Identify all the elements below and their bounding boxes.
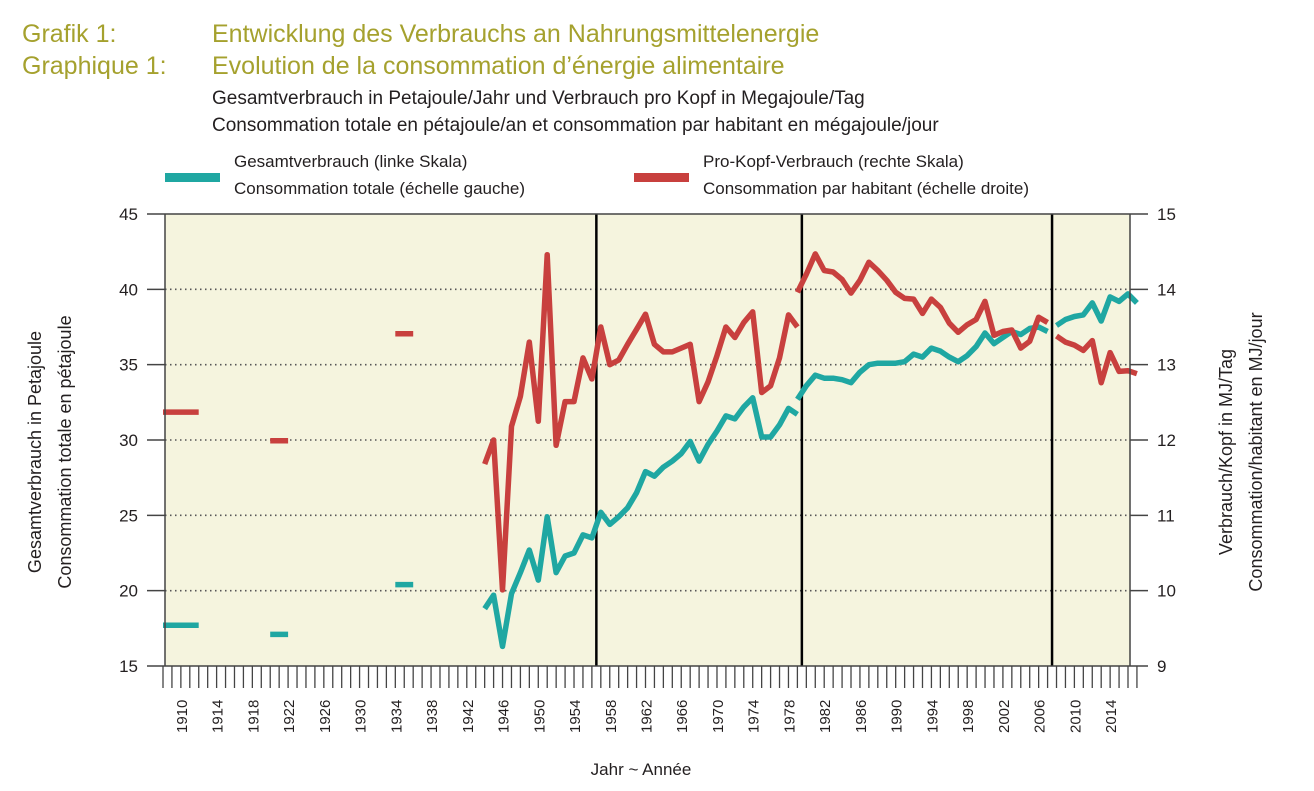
series-percap-line xyxy=(794,251,1049,351)
x-tick-label: 1966 xyxy=(674,700,691,733)
tick-labels: 15 20 25 30 35 40 45 9 10 11 12 13 14 15 1910 1914 1918 1… xyxy=(119,205,1176,733)
x-tick-label: 2010 xyxy=(1067,700,1084,733)
x-tick-label: 1986 xyxy=(853,700,870,733)
x-tick-label: 1954 xyxy=(567,700,584,733)
y-right-tick-label: 11 xyxy=(1157,506,1175,525)
y-left-tick-label: 40 xyxy=(119,280,138,299)
legend-swatch-percap xyxy=(634,173,689,182)
y-right-tick-label: 13 xyxy=(1157,356,1176,375)
legend-total-de: Gesamtverbrauch (linke Skala) xyxy=(234,152,468,171)
x-tick-label: 1998 xyxy=(960,700,977,733)
x-tick-label: 1962 xyxy=(639,700,656,733)
x-tick-label: 1942 xyxy=(460,700,477,733)
x-tick-label: 2014 xyxy=(1103,700,1120,733)
legend-total-fr: Consommation totale (échelle gauche) xyxy=(234,179,526,198)
y-axis-right-title-fr: Consommation/habitant en MJ/jour xyxy=(1246,312,1266,591)
chart-subtitle-fr: Consommation totale en pétajoule/an et c… xyxy=(212,115,939,136)
x-tick-label: 1982 xyxy=(817,700,834,733)
series-total-line xyxy=(1054,291,1139,328)
x-tick-label: 1994 xyxy=(924,700,941,733)
legend-swatch-total xyxy=(165,173,220,182)
x-tick-label: 1914 xyxy=(210,700,227,733)
y-right-tick-label: 14 xyxy=(1157,280,1176,299)
x-tick-label: 1958 xyxy=(603,700,620,733)
x-tick-label: 1934 xyxy=(388,700,405,733)
x-tick-label: 1922 xyxy=(281,700,298,733)
series-total-line xyxy=(795,324,1049,401)
x-tick-label: 1918 xyxy=(245,700,262,733)
x-tick-label: 1970 xyxy=(710,700,727,733)
legend-percap-de: Pro-Kopf-Verbrauch (rechte Skala) xyxy=(703,152,964,171)
chart-title-fr: Evolution de la consommation d’énergie a… xyxy=(212,52,785,80)
y-axis-right-title-de: Verbrauch/Kopf in MJ/Tag xyxy=(1216,349,1236,555)
y-left-tick-label: 30 xyxy=(119,431,138,450)
y-left-tick-label: 45 xyxy=(119,205,138,224)
x-tick-label: 1938 xyxy=(424,700,441,733)
y-right-tick-label: 12 xyxy=(1157,431,1176,450)
x-tick-label: 1978 xyxy=(781,700,798,733)
series-layer xyxy=(163,251,1139,650)
chart-label-de: Grafik 1: xyxy=(22,20,117,48)
x-tick-label: 1930 xyxy=(353,700,370,733)
y-right-tick-label: 10 xyxy=(1157,582,1176,601)
x-tick-label: 2006 xyxy=(1032,700,1049,733)
y-axis-left-title-de: Gesamtverbrauch in Petajoule xyxy=(25,331,45,573)
y-left-tick-label: 25 xyxy=(119,506,138,525)
x-tick-label: 1926 xyxy=(317,700,334,733)
chart-label-fr: Graphique 1: xyxy=(22,52,167,80)
x-tick-label: 1974 xyxy=(746,700,763,733)
y-right-tick-label: 15 xyxy=(1157,205,1176,224)
x-tick-label: 1950 xyxy=(531,700,548,733)
x-tick-label: 1990 xyxy=(889,700,906,733)
x-axis-title: Jahr ~ Année xyxy=(591,760,692,779)
y-left-tick-label: 35 xyxy=(119,356,138,375)
legend-percap-fr: Consommation par habitant (échelle droit… xyxy=(703,179,1030,198)
series-percap-line xyxy=(1054,333,1138,386)
grid xyxy=(165,288,1130,592)
y-left-tick-label: 20 xyxy=(119,582,138,601)
y-axis-left-title-fr: Consommation totale en pétajoule xyxy=(55,315,75,588)
chart-title-de: Entwicklung des Verbrauchs an Nahrungsmi… xyxy=(212,20,820,48)
x-tick-label: 1910 xyxy=(174,700,191,733)
y-left-tick-label: 15 xyxy=(119,657,138,676)
chart-subtitle-de: Gesamtverbrauch in Petajoule/Jahr und Ve… xyxy=(212,88,865,109)
y-right-tick-label: 9 xyxy=(1157,657,1166,676)
x-tick-label: 1946 xyxy=(496,700,513,733)
axes xyxy=(147,213,1148,688)
series-percap-line xyxy=(482,251,800,593)
x-tick-label: 2002 xyxy=(996,700,1013,733)
series-total-line xyxy=(482,395,799,650)
